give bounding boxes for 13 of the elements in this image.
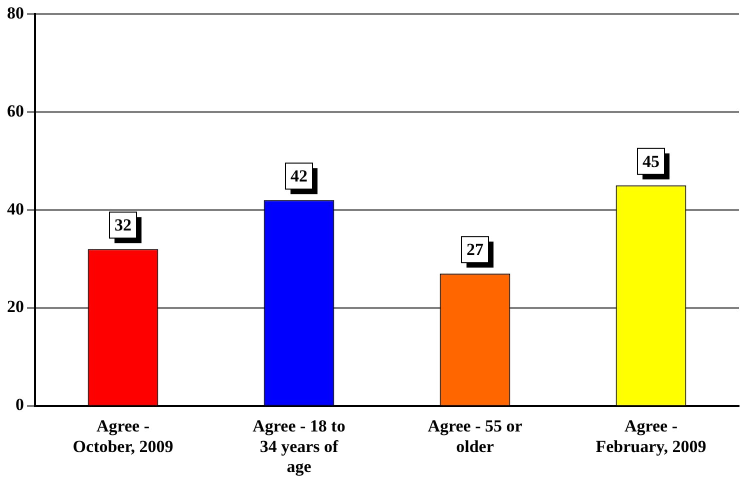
x-tick-label: Agree - October, 2009 [72, 416, 174, 456]
data-label: 32 [114, 215, 132, 234]
y-tick-label: 40 [7, 199, 24, 218]
x-tick-label: Agree - February, 2009 [596, 416, 706, 456]
y-tick-label: 20 [7, 297, 24, 316]
x-tick-label: Agree - 55 or older [428, 416, 523, 456]
y-tick-label: 0 [16, 395, 24, 414]
data-label: 42 [290, 166, 308, 186]
y-tick-label: 60 [7, 101, 24, 120]
data-label: 45 [642, 152, 660, 171]
data-label: 27 [466, 240, 484, 259]
y-tick-label: 80 [7, 3, 24, 22]
x-tick-label: Agree - 18 to 34 years of age [252, 416, 346, 476]
